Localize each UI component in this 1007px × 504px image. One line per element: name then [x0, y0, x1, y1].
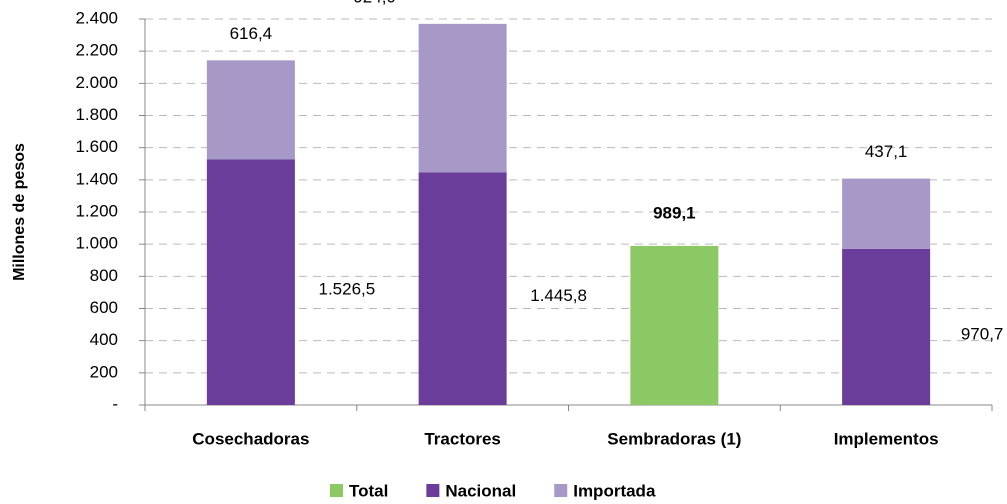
y-tick-label: 1.600 — [75, 137, 118, 156]
value-label: 924,0 — [353, 0, 396, 6]
bar-segment — [630, 245, 719, 405]
y-tick-label: 1.000 — [75, 234, 118, 253]
bar-segment — [418, 172, 507, 405]
y-tick-label: 1.200 — [75, 201, 118, 220]
x-tick-label: Cosechadoras — [192, 429, 309, 448]
bar-segment — [418, 23, 507, 173]
value-label: 437,1 — [865, 142, 908, 161]
y-tick-label: 200 — [90, 362, 118, 381]
y-tick-label: 400 — [90, 330, 118, 349]
legend-label: Total — [349, 481, 388, 500]
x-tick-label: Implementos — [834, 429, 939, 448]
y-tick-label: 1.400 — [75, 169, 118, 188]
legend-swatch — [426, 484, 440, 497]
y-tick-label: 2.200 — [75, 41, 118, 60]
bar-segment — [842, 178, 931, 249]
y-tick-label: 800 — [90, 266, 118, 285]
y-tick-label: 1.800 — [75, 105, 118, 124]
x-tick-label: Tractores — [424, 429, 501, 448]
bar-segment — [206, 159, 295, 405]
value-label: 1.526,5 — [319, 280, 376, 299]
value-label: 989,1 — [653, 203, 696, 222]
value-label: 1.445,8 — [530, 286, 587, 305]
bar-segment — [842, 248, 931, 405]
bar-segment — [206, 60, 295, 160]
y-axis-label: Millones de pesos — [11, 143, 28, 281]
y-tick-label: 600 — [90, 298, 118, 317]
y-tick-label: 2.400 — [75, 8, 118, 27]
legend-swatch — [330, 484, 343, 497]
value-label: 616,4 — [230, 24, 273, 43]
value-label: 970,7 — [961, 324, 1004, 343]
y-tick-label: 2.000 — [75, 73, 118, 92]
legend-label: Importada — [573, 481, 656, 500]
legend-swatch — [554, 484, 568, 497]
y-tick-label: - — [112, 394, 118, 413]
x-tick-label: Sembradoras (1) — [607, 429, 741, 448]
legend-label: Nacional — [445, 481, 516, 500]
